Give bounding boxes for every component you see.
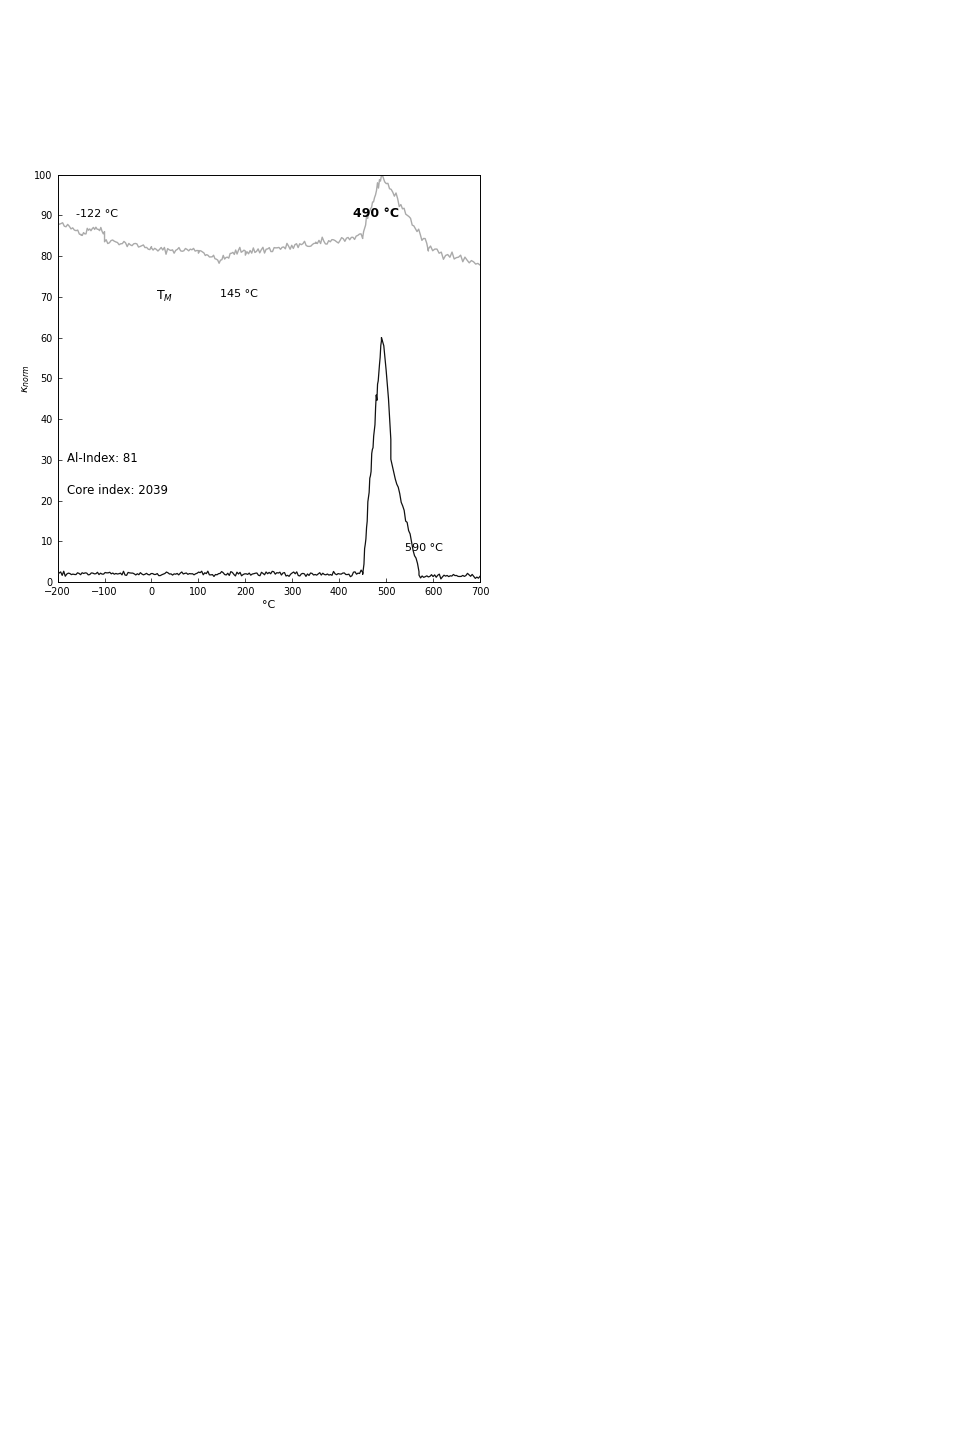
X-axis label: °C: °C xyxy=(262,599,276,610)
Text: 590 °C: 590 °C xyxy=(405,544,443,553)
Text: T$_M$: T$_M$ xyxy=(156,288,173,304)
Y-axis label: $\kappa_{norm}$: $\kappa_{norm}$ xyxy=(20,364,32,393)
Text: 490 °C: 490 °C xyxy=(353,207,399,220)
Text: Core index: 2039: Core index: 2039 xyxy=(67,485,168,498)
Text: Al-Index: 81: Al-Index: 81 xyxy=(67,451,137,464)
Text: -122 °C: -122 °C xyxy=(77,210,118,220)
Text: 145 °C: 145 °C xyxy=(220,288,257,298)
